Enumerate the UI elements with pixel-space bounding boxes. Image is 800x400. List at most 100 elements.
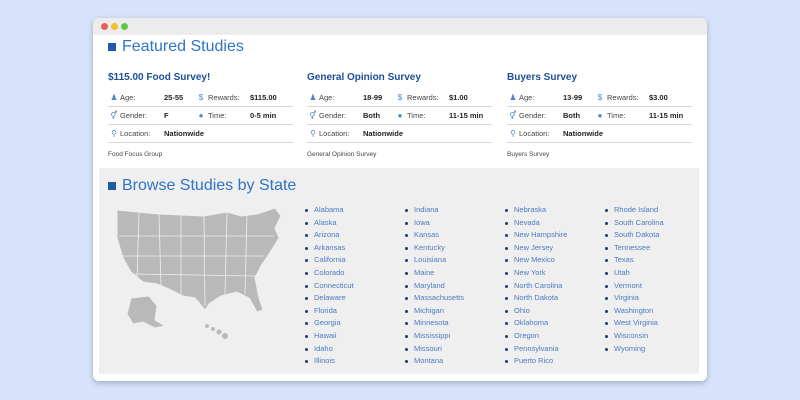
study-card[interactable]: General Opinion Survey ♟ Age: 18-99 $ Re… — [307, 72, 492, 158]
age-label: Age: — [519, 93, 535, 102]
rewards-label: Rewards: — [607, 93, 639, 102]
state-link[interactable]: Texas — [605, 254, 664, 267]
state-link[interactable]: Maryland — [405, 280, 464, 293]
state-link[interactable]: South Dakota — [605, 229, 664, 242]
time-label: Time: — [407, 111, 426, 120]
dollar-icon: $ — [397, 93, 403, 102]
location-value: Nationwide — [563, 129, 604, 138]
state-link[interactable]: Nevada — [505, 217, 567, 230]
state-link[interactable]: North Dakota — [505, 292, 567, 305]
state-link[interactable]: New Mexico — [505, 254, 567, 267]
state-link[interactable]: Indiana — [405, 204, 464, 217]
study-title[interactable]: $115.00 Food Survey! — [108, 72, 211, 83]
state-link[interactable]: Alabama — [305, 204, 354, 217]
state-link[interactable]: Ohio — [505, 305, 567, 318]
state-link[interactable]: Utah — [605, 267, 664, 280]
state-link[interactable]: Pennsylvania — [505, 343, 567, 356]
state-link[interactable]: Connecticut — [305, 280, 354, 293]
state-link[interactable]: Georgia — [305, 317, 354, 330]
people-icon: ♟ — [110, 93, 118, 102]
state-link[interactable]: Virginia — [605, 292, 664, 305]
state-link[interactable]: South Carolina — [605, 217, 664, 230]
rewards-value: $3.00 — [649, 93, 668, 102]
location-label: Location: — [519, 129, 550, 138]
state-link[interactable]: New Jersey — [505, 242, 567, 255]
gender-icon: ⚥ — [309, 111, 317, 120]
study-row-gender: ⚥ Gender: F ● Time: 0-5 min — [108, 107, 293, 125]
state-link[interactable]: Wisconsin — [605, 330, 664, 343]
state-link[interactable]: West Virginia — [605, 317, 664, 330]
state-link[interactable]: Nebraska — [505, 204, 567, 217]
state-link[interactable]: Rhode Island — [605, 204, 664, 217]
state-column: Alabama Alaska Arizona Arkansas California Co… — [305, 204, 354, 368]
study-card[interactable]: $115.00 Food Survey! ♟ Age: 25-55 $ Rewa… — [108, 72, 293, 158]
state-link[interactable]: Arizona — [305, 229, 354, 242]
state-link[interactable]: Hawaii — [305, 330, 354, 343]
state-link[interactable]: Arkansas — [305, 242, 354, 255]
state-link[interactable]: Vermont — [605, 280, 664, 293]
age-label: Age: — [319, 93, 335, 102]
maximize-window-button[interactable] — [121, 23, 128, 30]
state-link[interactable]: Minnesota — [405, 317, 464, 330]
people-icon: ♟ — [309, 93, 317, 102]
rewards-label: Rewards: — [407, 93, 439, 102]
state-link[interactable]: Kansas — [405, 229, 464, 242]
gender-value: Both — [563, 111, 581, 120]
state-link[interactable]: New Hampshire — [505, 229, 567, 242]
study-row-age: ♟ Age: 13-99 $ Rewards: $3.00 — [507, 89, 692, 107]
gender-label: Gender: — [519, 111, 547, 120]
gender-icon: ⚥ — [509, 111, 517, 120]
study-row-age: ♟ Age: 25-55 $ Rewards: $115.00 — [108, 89, 293, 107]
state-link[interactable]: Alaska — [305, 217, 354, 230]
study-title[interactable]: General Opinion Survey — [307, 72, 421, 83]
people-icon: ♟ — [509, 93, 517, 102]
study-row-location: ⚲ Location: Nationwide — [307, 125, 492, 143]
location-value: Nationwide — [164, 129, 205, 138]
study-row-gender: ⚥ Gender: Both ● Time: 11-15 min — [307, 107, 492, 125]
time-label: Time: — [607, 111, 626, 120]
state-link[interactable]: Mississippi — [405, 330, 464, 343]
clock-icon: ● — [397, 111, 403, 120]
state-link[interactable]: Colorado — [305, 267, 354, 280]
minimize-window-button[interactable] — [111, 23, 118, 30]
state-link[interactable]: Oregon — [505, 330, 567, 343]
state-link[interactable]: North Carolina — [505, 280, 567, 293]
state-link[interactable]: Iowa — [405, 217, 464, 230]
study-row-location: ⚲ Location: Nationwide — [108, 125, 293, 143]
state-link[interactable]: California — [305, 254, 354, 267]
state-link[interactable]: Michigan — [405, 305, 464, 318]
state-link[interactable]: Florida — [305, 305, 354, 318]
study-row-age: ♟ Age: 18-99 $ Rewards: $1.00 — [307, 89, 492, 107]
close-window-button[interactable] — [101, 23, 108, 30]
study-title[interactable]: Buyers Survey — [507, 72, 578, 83]
us-map-icon[interactable] — [109, 198, 289, 343]
browse-title: Browse Studies by State — [122, 177, 297, 194]
gender-value: F — [164, 111, 169, 120]
state-link[interactable]: Louisiana — [405, 254, 464, 267]
state-link[interactable]: Kentucky — [405, 242, 464, 255]
location-label: Location: — [319, 129, 350, 138]
time-value: 0-5 min — [250, 111, 277, 120]
state-link[interactable]: Washington — [605, 305, 664, 318]
study-card[interactable]: Buyers Survey ♟ Age: 13-99 $ Rewards: $3… — [507, 72, 692, 158]
state-link[interactable]: Maine — [405, 267, 464, 280]
heading-square-icon — [108, 43, 116, 51]
state-link[interactable]: Tennessee — [605, 242, 664, 255]
state-link[interactable]: Delaware — [305, 292, 354, 305]
state-link[interactable]: New York — [505, 267, 567, 280]
clock-icon: ● — [597, 111, 603, 120]
time-value: 11-15 min — [449, 111, 484, 120]
state-link[interactable]: Oklahoma — [505, 317, 567, 330]
featured-studies-heading: Featured Studies — [108, 38, 244, 56]
state-link[interactable]: Montana — [405, 355, 464, 368]
gender-icon: ⚥ — [110, 111, 118, 120]
state-link[interactable]: Illinois — [305, 355, 354, 368]
state-link[interactable]: Puerto Rico — [505, 355, 567, 368]
state-link[interactable]: Massachusetts — [405, 292, 464, 305]
location-value: Nationwide — [363, 129, 404, 138]
state-link[interactable]: Idaho — [305, 343, 354, 356]
state-link[interactable]: Wyoming — [605, 343, 664, 356]
state-link[interactable]: Missouri — [405, 343, 464, 356]
study-source: General Opinion Survey — [307, 151, 377, 158]
dollar-icon: $ — [198, 93, 204, 102]
